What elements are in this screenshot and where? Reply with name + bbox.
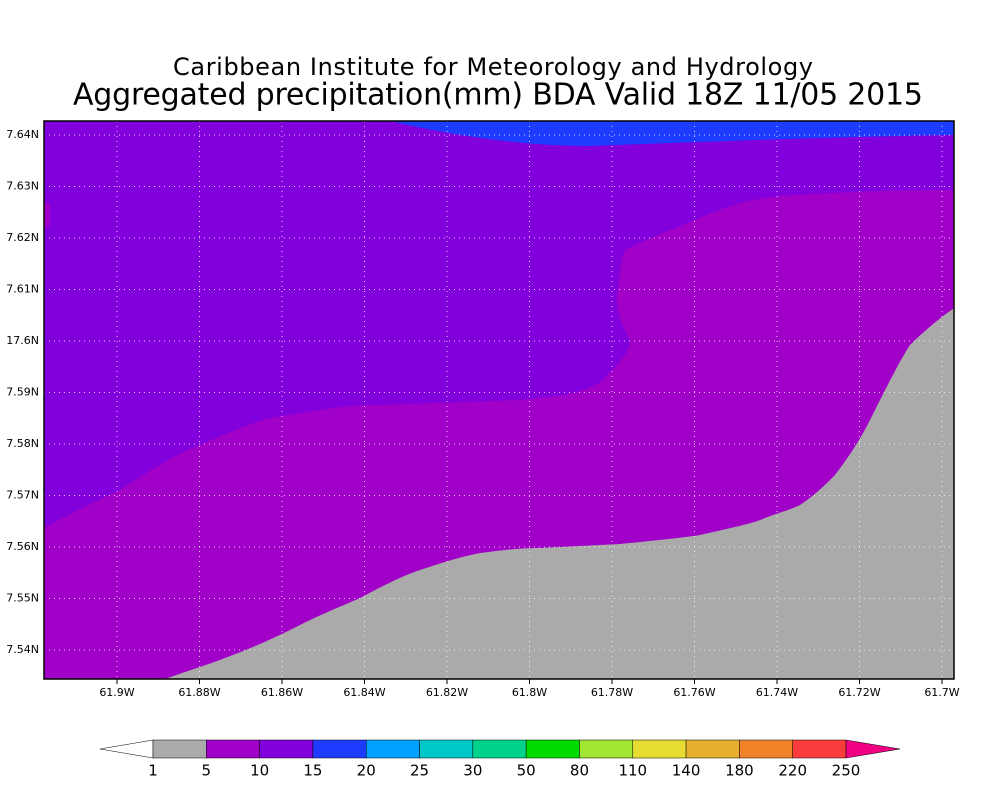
colorbar-box [632, 739, 687, 759]
x-tick-label: 61.9W [99, 686, 134, 699]
colorbar-label: 25 [410, 762, 429, 780]
subtitle: Caribbean Institute for Meteorology and … [173, 53, 813, 81]
colorbar-label: 250 [832, 762, 861, 780]
region-1-5 [165, 308, 954, 679]
x-tick-label: 61.7W [924, 686, 959, 699]
y-tick-label: 7.58N [6, 437, 39, 450]
colorbar: 1 5 10 15 20 25 30 50 80 110 140 180 220 250 [99, 739, 901, 780]
colorbar-box [312, 739, 367, 759]
colorbar-box [365, 739, 420, 759]
y-tick-label: 7.55N [6, 592, 39, 605]
map-frame [43, 120, 955, 680]
colorbar-box [152, 739, 207, 759]
x-tick-label: 61.82W [426, 686, 468, 699]
colorbar-label: 15 [303, 762, 322, 780]
colorbar-label: 1 [148, 762, 158, 780]
colorbar-label: 110 [618, 762, 647, 780]
colorbar-label: 20 [357, 762, 376, 780]
colorbar-box [259, 739, 314, 759]
colorbar-label: 10 [250, 762, 269, 780]
colorbar-label: 220 [778, 762, 807, 780]
x-tick-label: 61.74W [756, 686, 798, 699]
title: Aggregated precipitation(mm) BDA Valid 1… [73, 78, 923, 113]
y-tick-label: 7.59N [6, 386, 39, 399]
colorbar-box [685, 739, 740, 759]
y-tick-label: 7.54N [6, 643, 39, 656]
y-tick-label: 7.61N [6, 283, 39, 296]
y-tick-label: 7.57N [6, 489, 39, 502]
colorbar-box [792, 739, 847, 759]
colorbar-label: 140 [672, 762, 701, 780]
colorbar-arrow-high [845, 739, 901, 759]
y-tick-label: 7.64N [6, 128, 39, 141]
colorbar-label: 5 [202, 762, 212, 780]
map-plot [44, 121, 954, 679]
colorbar-box [739, 739, 793, 759]
region-5-10 [44, 200, 50, 230]
x-tick-label: 61.84W [343, 686, 385, 699]
x-tick-label: 61.88W [178, 686, 220, 699]
y-tick-label: 7.62N [6, 231, 39, 244]
colorbar-box [419, 739, 474, 759]
region-15-20 [390, 121, 954, 146]
colorbar-label: 50 [517, 762, 536, 780]
colorbar-label: 80 [570, 762, 589, 780]
colorbar-box [579, 739, 634, 759]
x-tick-label: 61.78W [591, 686, 633, 699]
colorbar-arrow-low [99, 739, 154, 759]
y-tick-label: 17.6N [6, 334, 39, 347]
colorbar-box [472, 739, 527, 759]
x-tick-label: 61.72W [838, 686, 880, 699]
colorbar-box [525, 739, 580, 759]
colorbar-box [206, 739, 260, 759]
x-tick-label: 61.86W [261, 686, 303, 699]
x-tick-label: 61.76W [673, 686, 715, 699]
grid: 61.9W 61.88W 61.86W 61.84W 61.82W 61.8W 61.78W… [6, 121, 960, 699]
y-tick-label: 7.56N [6, 540, 39, 553]
colorbar-label: 180 [725, 762, 754, 780]
x-tick-label: 61.8W [512, 686, 547, 699]
colorbar-label: 30 [463, 762, 482, 780]
y-tick-label: 7.63N [6, 180, 39, 193]
